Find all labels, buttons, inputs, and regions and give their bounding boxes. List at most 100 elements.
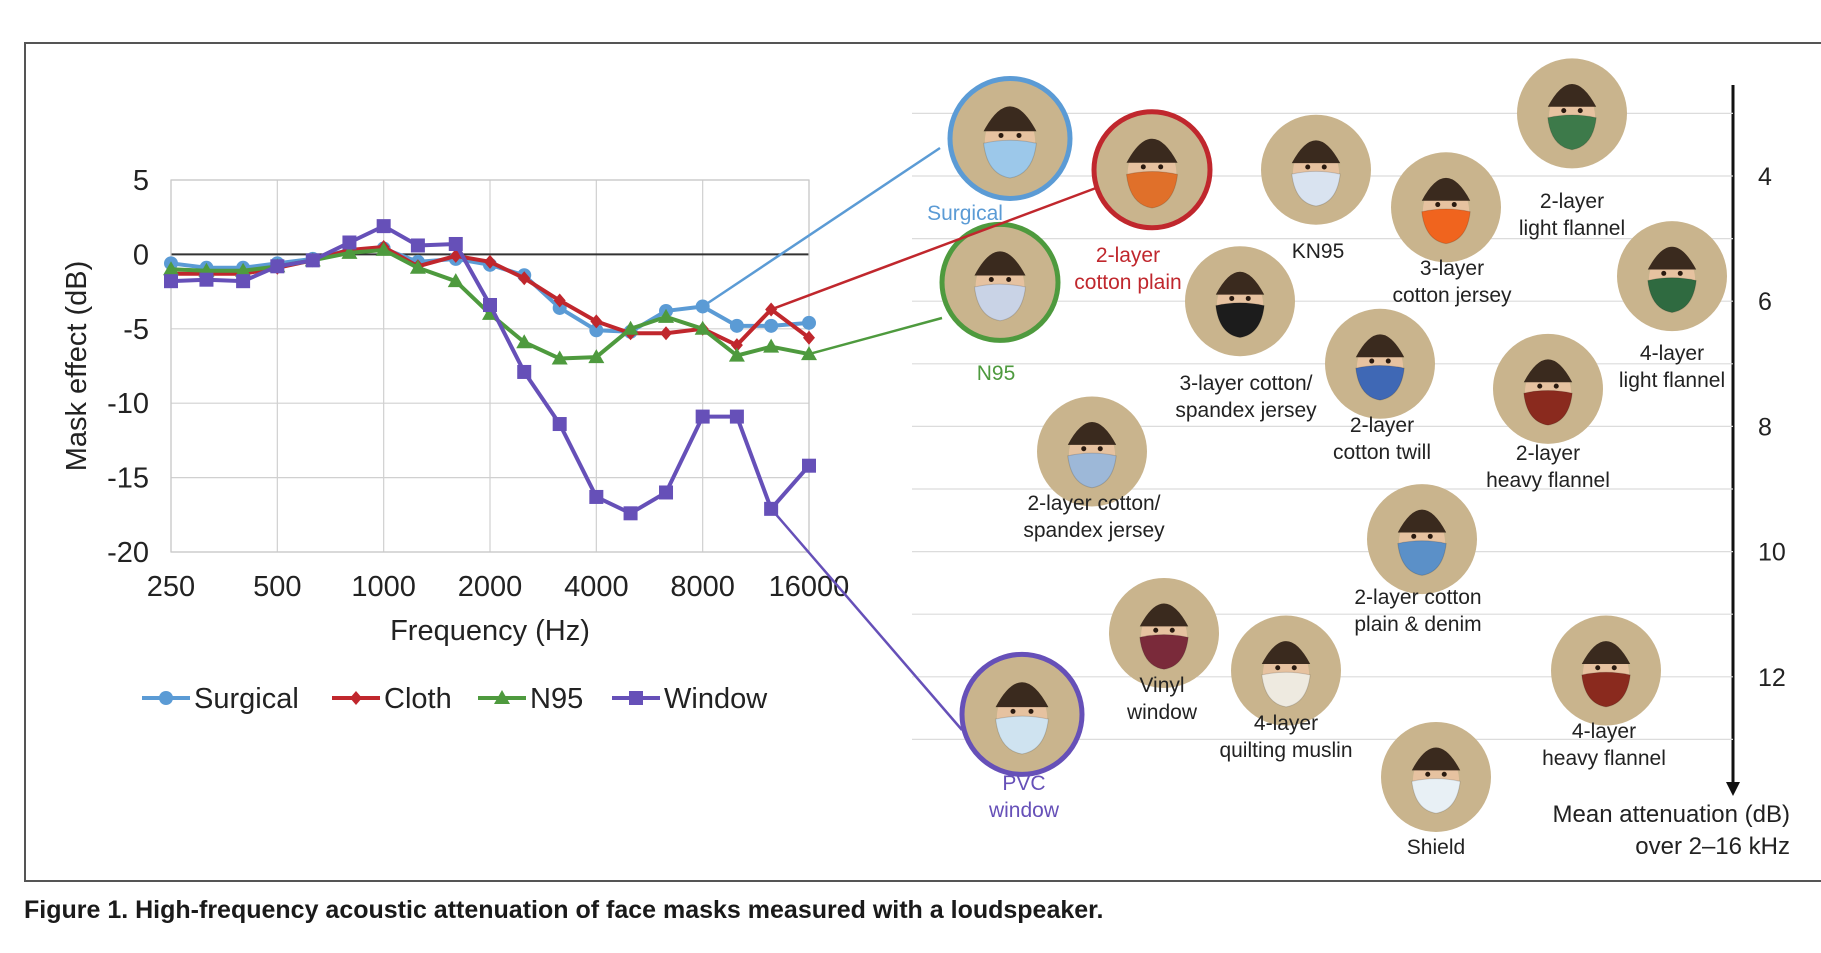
data-point <box>588 349 605 364</box>
mask-icon <box>1397 540 1447 576</box>
data-point <box>729 409 744 424</box>
eye <box>1561 108 1567 114</box>
data-point <box>270 259 285 274</box>
mask-label: Shield <box>1407 836 1465 859</box>
mask-icon <box>1523 389 1573 426</box>
eye <box>1081 446 1087 452</box>
legend-swatch-marker <box>494 690 510 704</box>
data-point <box>730 338 743 353</box>
eye <box>1321 164 1327 170</box>
mask-label: 4-layer <box>1572 720 1636 743</box>
data-point <box>802 458 816 473</box>
legend-label: Window <box>664 683 768 715</box>
mask-icon <box>1411 778 1461 814</box>
data-point <box>694 320 711 335</box>
y-tick-label: 0 <box>133 239 149 271</box>
data-point <box>623 506 638 521</box>
line-chart: 250 500 1000 2000 4000 8000 16000 5 0 -5 -10 -15 -20… <box>61 165 849 715</box>
mask-item: PVC window <box>959 651 1085 822</box>
legend-swatch-marker <box>350 691 362 705</box>
connector-line <box>770 508 963 731</box>
data-point <box>375 241 392 256</box>
data-point <box>164 274 178 289</box>
mask-item: 3-layer cotton jersey <box>1391 152 1512 307</box>
x-tick-label: 500 <box>253 571 301 603</box>
hair <box>1523 359 1573 383</box>
data-point <box>552 417 567 432</box>
eye <box>1435 202 1441 208</box>
eye <box>1369 358 1375 364</box>
data-point <box>483 297 497 312</box>
mask-item: 4-layer light flannel <box>1617 221 1727 392</box>
hair <box>995 682 1049 708</box>
data-point <box>551 350 568 365</box>
mask-icon <box>973 283 1027 322</box>
connector-line <box>808 316 943 356</box>
legend-swatch-marker <box>159 691 173 705</box>
y-tick-label: -20 <box>107 537 149 569</box>
data-point <box>659 485 674 500</box>
mask-item: 2-layer cotton/spandex jersey <box>1023 396 1165 542</box>
mask-icon <box>1125 170 1179 209</box>
mask-item: 4-layer quilting muslin <box>1219 615 1353 762</box>
mask-icon <box>1581 671 1631 708</box>
data-point <box>163 261 179 276</box>
data-point <box>728 347 745 362</box>
mask-item: 2-layer cotton twill <box>1325 308 1435 464</box>
hair <box>1411 747 1461 771</box>
eye <box>1291 665 1297 671</box>
mask-item: Surgical <box>927 75 1073 225</box>
mask-item: Vinyl window <box>1109 577 1219 724</box>
legend-label: N95 <box>530 683 583 715</box>
eye <box>1441 771 1447 777</box>
data-point <box>658 308 675 323</box>
attenuation-axis-title-line2: over 2–16 kHz <box>1635 833 1790 860</box>
mask-label: PVC <box>1002 772 1045 795</box>
eye <box>1169 627 1175 633</box>
photo-ring <box>947 75 1073 201</box>
data-point <box>341 244 358 259</box>
mask-label: cotton jersey <box>1392 284 1512 307</box>
mask-label: plain & denim <box>1354 613 1481 636</box>
mask-icon <box>1215 302 1265 339</box>
data-point <box>764 318 779 333</box>
mask-item: KN95 <box>1261 114 1371 263</box>
hair <box>1126 138 1178 163</box>
data-point <box>484 254 496 269</box>
mask-label: window <box>1126 701 1198 724</box>
mask-label: Surgical <box>927 202 1003 225</box>
mask-icon <box>1067 452 1117 489</box>
mask-label: 4-layer <box>1640 342 1704 365</box>
data-point <box>803 330 815 345</box>
data-point <box>622 320 639 335</box>
hair <box>1139 603 1189 627</box>
data-point <box>763 338 780 353</box>
x-tick-label: 1000 <box>351 571 416 603</box>
data-point <box>410 238 425 253</box>
y-tick-label: -10 <box>107 388 149 420</box>
hair <box>983 106 1037 132</box>
mask-label: 3-layer cotton/ <box>1179 372 1312 395</box>
eye <box>1006 277 1012 283</box>
hair <box>1421 177 1471 201</box>
eye <box>1677 270 1683 276</box>
mask-item: 4-layer heavy flannel <box>1542 615 1666 770</box>
mask-item: 2-layer cotton plain & denim <box>1354 484 1482 636</box>
hair <box>1291 140 1341 164</box>
connector-line <box>701 146 941 308</box>
data-point <box>517 364 532 379</box>
photo-ring <box>959 651 1085 777</box>
mask-item: N95 <box>939 221 1061 385</box>
hair <box>1647 246 1697 270</box>
mask-item: 2-layer light flannel <box>1517 58 1627 240</box>
mask-label: light flannel <box>1619 369 1725 392</box>
eye <box>1595 665 1601 671</box>
data-point <box>516 334 533 349</box>
eye <box>1553 383 1559 389</box>
eye <box>1153 627 1159 633</box>
eye <box>1229 295 1235 301</box>
mask-icon <box>1647 277 1697 313</box>
mask-item: 2-layer heavy flannel <box>1486 333 1610 492</box>
figure-frame <box>24 42 1821 882</box>
eye <box>1427 533 1433 539</box>
